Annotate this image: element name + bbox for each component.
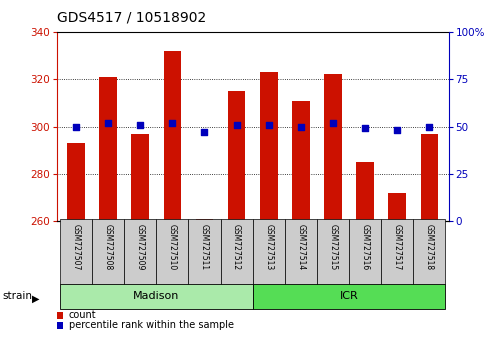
- Bar: [196, 219, 213, 221]
- Bar: [260, 72, 278, 221]
- Text: GSM727515: GSM727515: [328, 224, 338, 270]
- Text: GSM727512: GSM727512: [232, 224, 241, 270]
- Bar: [421, 134, 438, 221]
- Text: GSM727513: GSM727513: [264, 224, 273, 270]
- Bar: [381, 219, 413, 285]
- Bar: [317, 219, 349, 285]
- Bar: [356, 162, 374, 221]
- Bar: [285, 219, 317, 285]
- Text: GSM727516: GSM727516: [360, 224, 370, 270]
- Text: GSM727507: GSM727507: [71, 224, 80, 270]
- Bar: [292, 101, 310, 221]
- Text: count: count: [69, 310, 96, 320]
- Point: [297, 124, 305, 130]
- Text: percentile rank within the sample: percentile rank within the sample: [69, 320, 234, 330]
- Point: [393, 127, 401, 133]
- Bar: [67, 143, 85, 221]
- Text: GSM727514: GSM727514: [296, 224, 305, 270]
- Point: [329, 120, 337, 126]
- Text: GSM727511: GSM727511: [200, 224, 209, 270]
- Point: [265, 122, 273, 127]
- Text: GSM727509: GSM727509: [136, 224, 145, 270]
- Bar: [132, 134, 149, 221]
- Text: strain: strain: [2, 291, 33, 301]
- Bar: [60, 284, 253, 309]
- Text: GSM727510: GSM727510: [168, 224, 177, 270]
- Text: GDS4517 / 10518902: GDS4517 / 10518902: [57, 11, 206, 25]
- Text: ▶: ▶: [32, 293, 40, 303]
- Point: [169, 120, 176, 126]
- Text: GSM727518: GSM727518: [425, 224, 434, 270]
- Point: [233, 122, 241, 127]
- Bar: [324, 74, 342, 221]
- Point: [72, 124, 80, 130]
- Bar: [124, 219, 156, 285]
- Bar: [164, 51, 181, 221]
- Bar: [220, 219, 253, 285]
- Bar: [349, 219, 381, 285]
- Bar: [156, 219, 188, 285]
- Bar: [253, 219, 285, 285]
- Point: [104, 120, 112, 126]
- Point: [136, 122, 144, 127]
- Text: GSM727508: GSM727508: [104, 224, 112, 270]
- Point: [201, 130, 209, 135]
- Text: GSM727517: GSM727517: [393, 224, 402, 270]
- Bar: [60, 219, 92, 285]
- Bar: [253, 284, 445, 309]
- Point: [361, 126, 369, 131]
- Bar: [92, 219, 124, 285]
- Text: ICR: ICR: [340, 291, 358, 302]
- Bar: [99, 77, 117, 221]
- Bar: [388, 193, 406, 221]
- Point: [425, 124, 433, 130]
- Text: Madison: Madison: [133, 291, 179, 302]
- Bar: [188, 219, 220, 285]
- Bar: [413, 219, 445, 285]
- Bar: [228, 91, 246, 221]
